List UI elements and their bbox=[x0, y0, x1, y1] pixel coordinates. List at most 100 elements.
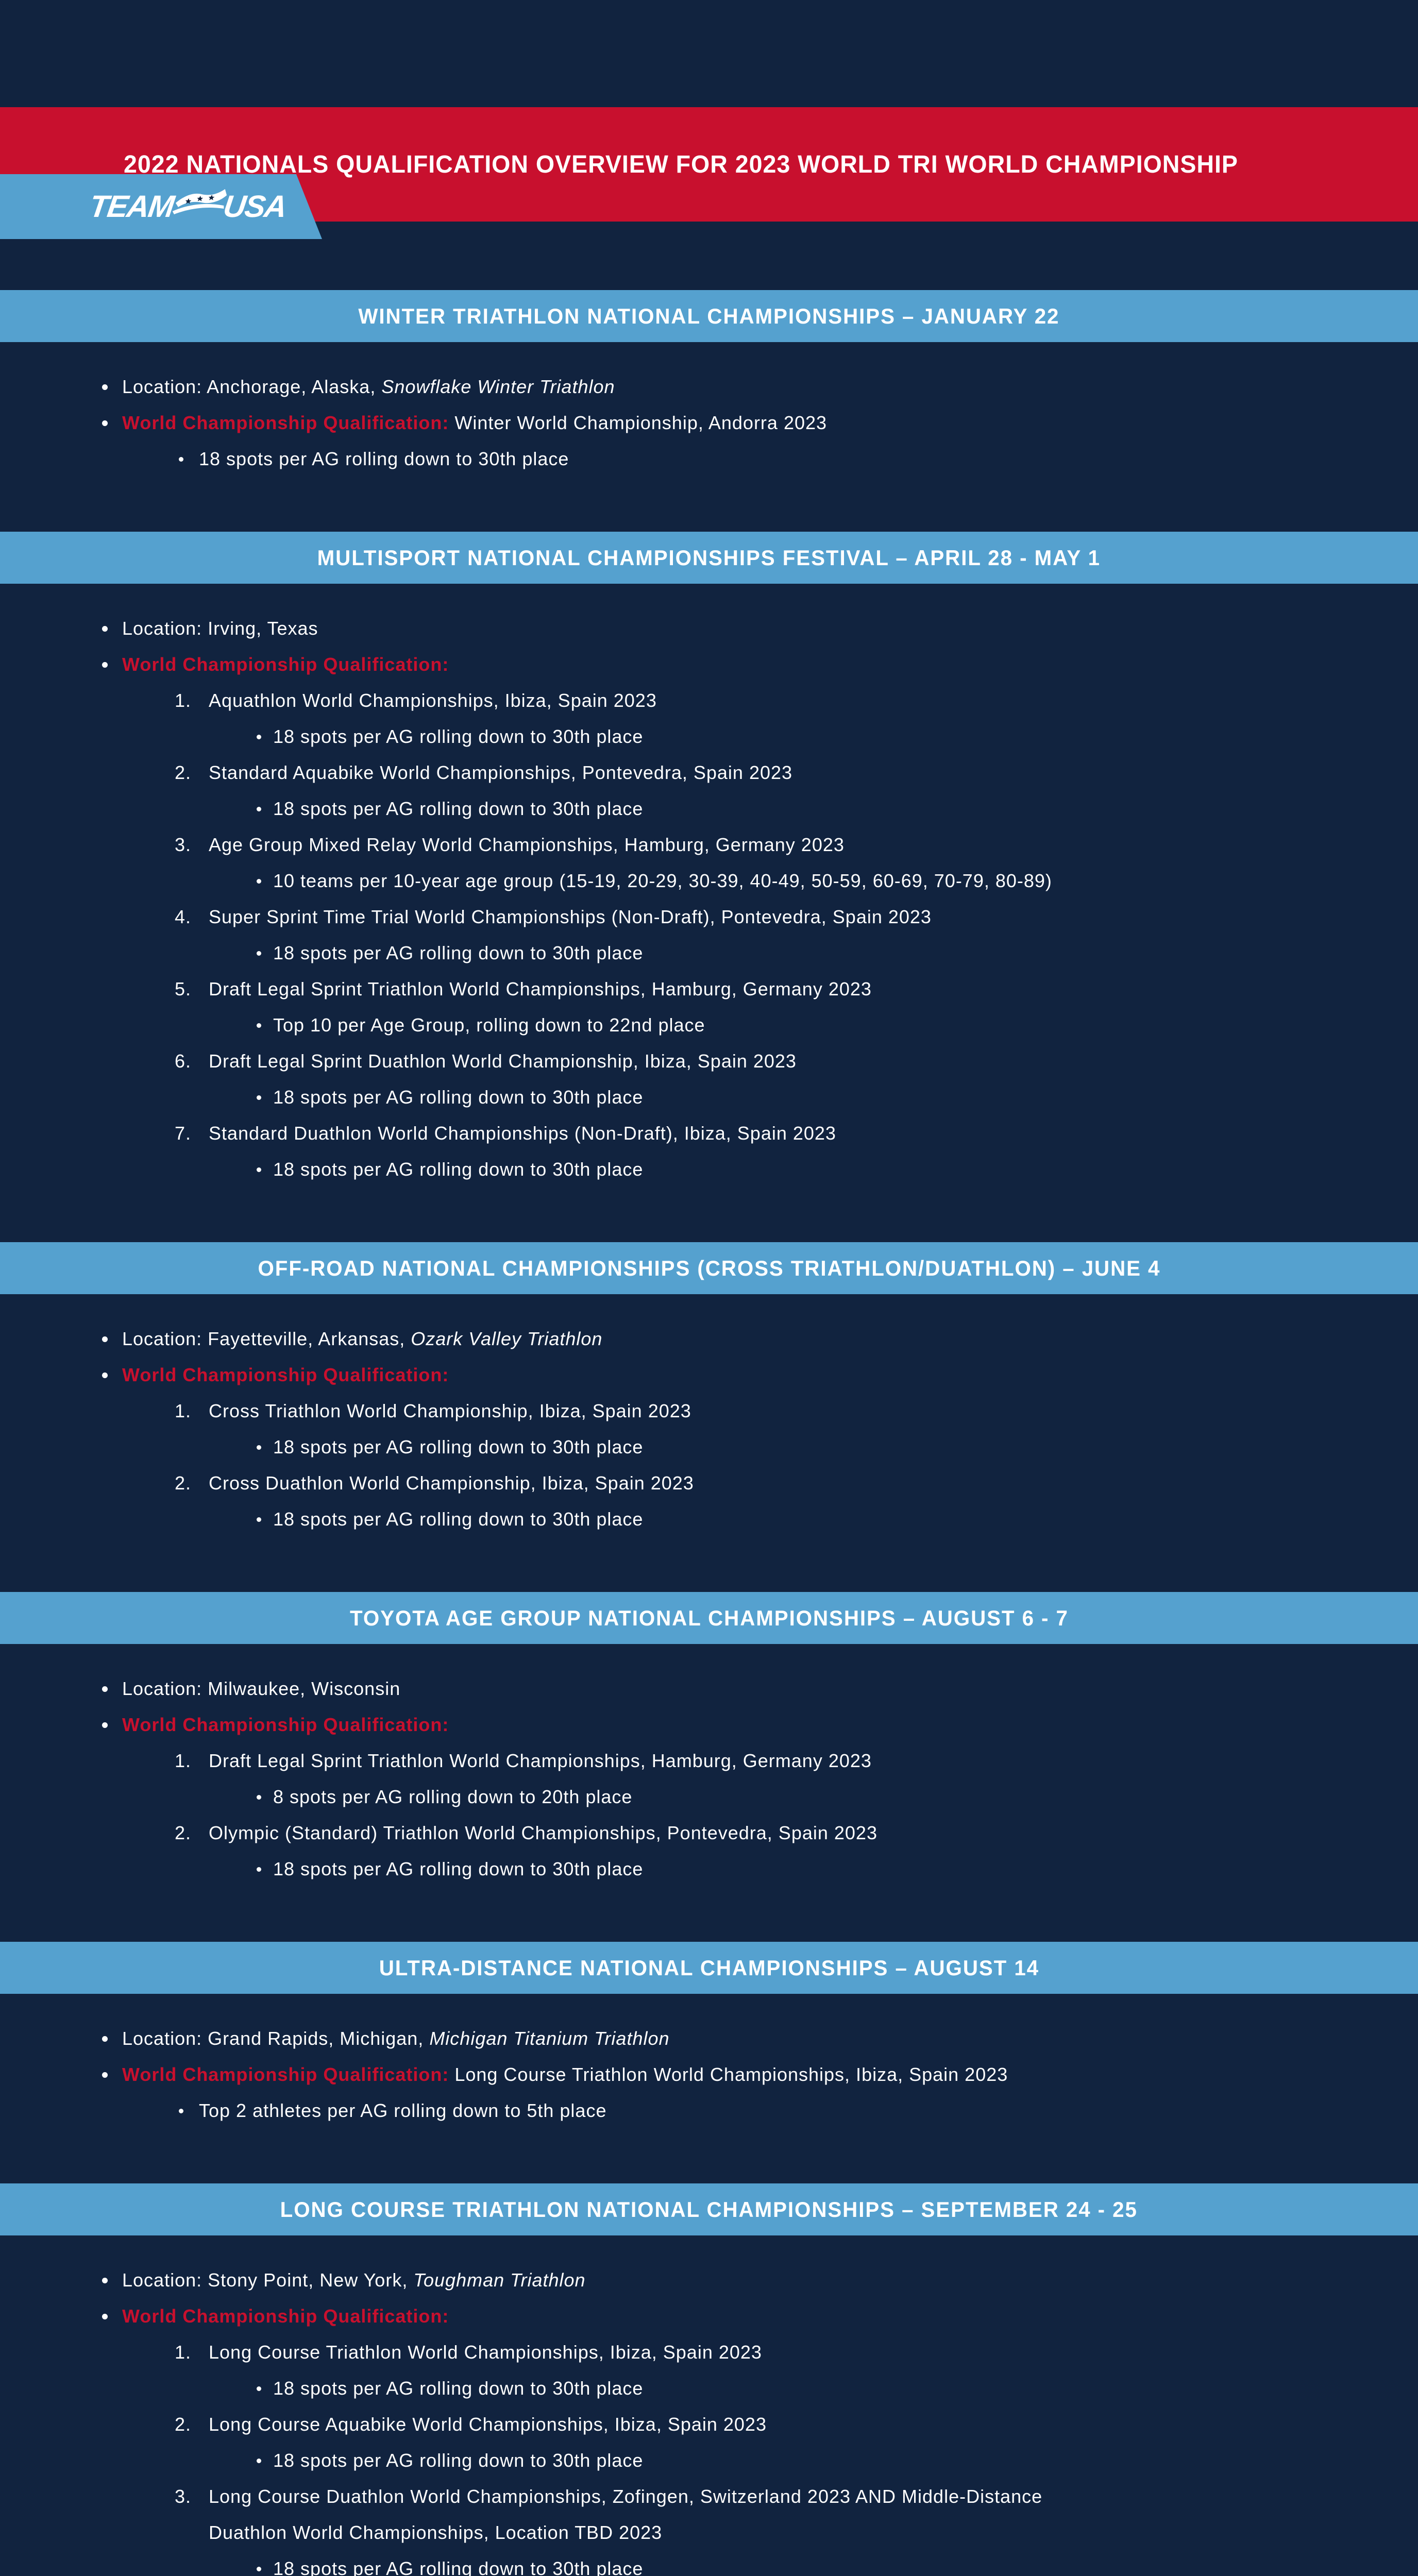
text-segment: Age Group Mixed Relay World Championship… bbox=[209, 834, 845, 855]
qualification-label: World Championship Qualification: bbox=[122, 2064, 449, 2085]
bullet-item: Location: Irving, Texas bbox=[0, 611, 1418, 647]
qualification-label: World Championship Qualification: bbox=[122, 412, 449, 433]
list-number: 3. bbox=[175, 834, 192, 855]
section-header-bar: MULTISPORT NATIONAL CHAMPIONSHIPS FESTIV… bbox=[0, 532, 1418, 584]
sub-bullet-item: 18 spots per AG rolling down to 30th pla… bbox=[0, 1501, 1418, 1537]
text-segment: Standard Duathlon World Championships (N… bbox=[209, 1123, 836, 1144]
list-number: 2. bbox=[175, 1472, 192, 1494]
section-content: Location: Fayetteville, Arkansas, Ozark … bbox=[0, 1321, 1418, 1537]
sub-bullet-item: 18 spots per AG rolling down to 30th pla… bbox=[0, 1851, 1418, 1887]
section: WINTER TRIATHLON NATIONAL CHAMPIONSHIPS … bbox=[0, 290, 1418, 477]
text-segment: Draft Legal Sprint Triathlon World Champ… bbox=[209, 978, 872, 999]
text-segment: 18 spots per AG rolling down to 30th pla… bbox=[273, 1858, 644, 1879]
sub-bullet-item: 8 spots per AG rolling down to 20th plac… bbox=[0, 1779, 1418, 1815]
bullet-item: World Championship Qualification: bbox=[0, 2298, 1418, 2334]
bullet-item: Location: Stony Point, New York, Toughma… bbox=[0, 2262, 1418, 2298]
text-segment: Long Course Duathlon World Championships… bbox=[209, 2486, 1043, 2507]
event-name-italic: Ozark Valley Triathlon bbox=[411, 1328, 603, 1349]
numbered-item: 2. Olympic (Standard) Triathlon World Cha… bbox=[0, 1815, 1418, 1851]
numbered-item: 2. Long Course Aquabike World Championshi… bbox=[0, 2406, 1418, 2443]
text-segment: Cross Triathlon World Championship, Ibiz… bbox=[209, 1400, 691, 1421]
text-segment: Location: Irving, Texas bbox=[122, 618, 318, 639]
section-title: WINTER TRIATHLON NATIONAL CHAMPIONSHIPS … bbox=[358, 303, 1060, 328]
list-number: 2. bbox=[175, 2414, 192, 2435]
numbered-item: 2. Cross Duathlon World Championship, Ibi… bbox=[0, 1465, 1418, 1501]
section-content: Location: Milwaukee, Wisconsin World Cham… bbox=[0, 1671, 1418, 1887]
text-segment: Aquathlon World Championships, Ibiza, Sp… bbox=[209, 690, 657, 711]
sub-bullet-item: 10 teams per 10-year age group (15-19, 2… bbox=[0, 863, 1418, 899]
text-segment: Location: Fayetteville, Arkansas, bbox=[122, 1328, 411, 1349]
text-segment: Top 10 per Age Group, rolling down to 22… bbox=[273, 1014, 705, 1036]
numbered-item: 1. Aquathlon World Championships, Ibiza, … bbox=[0, 683, 1418, 719]
bullet-item: Location: Grand Rapids, Michigan, Michig… bbox=[0, 2021, 1418, 2057]
text-segment: Location: Grand Rapids, Michigan, bbox=[122, 2028, 430, 2049]
list-number: 7. bbox=[175, 1123, 192, 1144]
list-number: 1. bbox=[175, 1400, 192, 1421]
text-segment: 18 spots per AG rolling down to 30th pla… bbox=[273, 726, 644, 747]
list-number: 1. bbox=[175, 2342, 192, 2363]
sub-bullet-item: 18 spots per AG rolling down to 30th pla… bbox=[0, 791, 1418, 827]
section: LONG COURSE TRIATHLON NATIONAL CHAMPIONS… bbox=[0, 2183, 1418, 2576]
sub-bullet-item: Top 10 per Age Group, rolling down to 22… bbox=[0, 1007, 1418, 1043]
sub-bullet-item: 18 spots per AG rolling down to 30th pla… bbox=[0, 2551, 1418, 2576]
sub-bullet-item: Top 2 athletes per AG rolling down to 5t… bbox=[0, 2093, 1418, 2129]
text-segment: Long Course Aquabike World Championships… bbox=[209, 2414, 767, 2435]
section-content: Location: Anchorage, Alaska, Snowflake W… bbox=[0, 369, 1418, 477]
logo-team-text: TEAM bbox=[87, 189, 176, 224]
section: ULTRA-DISTANCE NATIONAL CHAMPIONSHIPS – … bbox=[0, 1942, 1418, 2129]
section-content: Location: Grand Rapids, Michigan, Michig… bbox=[0, 2021, 1418, 2129]
event-name-italic: Michigan Titanium Triathlon bbox=[429, 2028, 670, 2049]
text-segment: 18 spots per AG rolling down to 30th pla… bbox=[273, 942, 644, 963]
section-title: LONG COURSE TRIATHLON NATIONAL CHAMPIONS… bbox=[280, 2197, 1138, 2222]
section-header-bar: LONG COURSE TRIATHLON NATIONAL CHAMPIONS… bbox=[0, 2183, 1418, 2235]
section: TOYOTA AGE GROUP NATIONAL CHAMPIONSHIPS … bbox=[0, 1592, 1418, 1887]
text-segment: 18 spots per AG rolling down to 30th pla… bbox=[273, 2558, 644, 2576]
section: MULTISPORT NATIONAL CHAMPIONSHIPS FESTIV… bbox=[0, 532, 1418, 1188]
numbered-item: 5. Draft Legal Sprint Triathlon World Cha… bbox=[0, 971, 1418, 1007]
section-content: Location: Stony Point, New York, Toughma… bbox=[0, 2262, 1418, 2576]
bullet-item: Location: Milwaukee, Wisconsin bbox=[0, 1671, 1418, 1707]
text-segment: 18 spots per AG rolling down to 30th pla… bbox=[273, 1509, 644, 1530]
sub-bullet-item: 18 spots per AG rolling down to 30th pla… bbox=[0, 1429, 1418, 1465]
numbered-item: 2. Standard Aquabike World Championships,… bbox=[0, 755, 1418, 791]
qualification-label: World Championship Qualification: bbox=[122, 1714, 449, 1735]
bullet-item: World Championship Qualification: Winter… bbox=[0, 405, 1418, 441]
text-segment: 10 teams per 10-year age group (15-19, 2… bbox=[273, 870, 1052, 891]
poster-page: { "brand": { "logo_team": "TEAM", "logo_… bbox=[0, 107, 1418, 2576]
text-segment: Standard Aquabike World Championships, P… bbox=[209, 762, 793, 783]
sub-bullet-item: 18 spots per AG rolling down to 30th pla… bbox=[0, 1151, 1418, 1188]
list-number: 4. bbox=[175, 906, 192, 927]
sections: WINTER TRIATHLON NATIONAL CHAMPIONSHIPS … bbox=[0, 290, 1418, 2576]
qualification-label: World Championship Qualification: bbox=[122, 1364, 449, 1385]
text-segment: Cross Duathlon World Championship, Ibiza… bbox=[209, 1472, 694, 1494]
bullet-item: World Championship Qualification: bbox=[0, 1707, 1418, 1743]
text-segment: Duathlon World Championships, Location T… bbox=[209, 2522, 663, 2543]
text-segment: Location: Stony Point, New York, bbox=[122, 2269, 414, 2291]
list-number: 1. bbox=[175, 1750, 192, 1771]
page-title: 2022 NATIONALS QUALIFICATION OVERVIEW FO… bbox=[124, 150, 1238, 178]
section-content: Location: Irving, Texas World Championshi… bbox=[0, 611, 1418, 1188]
numbered-item: 1. Draft Legal Sprint Triathlon World Cha… bbox=[0, 1743, 1418, 1779]
sub-bullet-item: 18 spots per AG rolling down to 30th pla… bbox=[0, 2370, 1418, 2406]
text-segment: 18 spots per AG rolling down to 30th pla… bbox=[273, 798, 644, 819]
numbered-item: 1. Long Course Triathlon World Championsh… bbox=[0, 2334, 1418, 2370]
text-segment: 18 spots per AG rolling down to 30th pla… bbox=[273, 1159, 644, 1180]
list-number: 2. bbox=[175, 1822, 192, 1843]
text-segment: Long Course Triathlon World Championship… bbox=[209, 2342, 762, 2363]
list-number: 3. bbox=[175, 2486, 192, 2507]
section-title: ULTRA-DISTANCE NATIONAL CHAMPIONSHIPS – … bbox=[379, 1955, 1039, 1980]
qualification-label: World Championship Qualification: bbox=[122, 654, 449, 675]
list-number: 1. bbox=[175, 690, 192, 711]
text-segment: Top 2 athletes per AG rolling down to 5t… bbox=[199, 2100, 607, 2121]
text-segment: Winter World Championship, Andorra 2023 bbox=[449, 412, 828, 433]
team-usa-logo: TEAM USA bbox=[86, 181, 289, 232]
team-usa-logo-plate: TEAM USA bbox=[0, 174, 322, 239]
section-title: MULTISPORT NATIONAL CHAMPIONSHIPS FESTIV… bbox=[317, 545, 1101, 570]
bullet-item: World Championship Qualification: bbox=[0, 1357, 1418, 1393]
text-segment: 18 spots per AG rolling down to 30th pla… bbox=[273, 1436, 644, 1458]
numbered-item: 3. Age Group Mixed Relay World Championsh… bbox=[0, 827, 1418, 863]
text-segment: 18 spots per AG rolling down to 30th pla… bbox=[273, 1087, 644, 1108]
text-segment: Location: Anchorage, Alaska, bbox=[122, 376, 382, 397]
bullet-item: World Championship Qualification: Long C… bbox=[0, 2057, 1418, 2093]
section-header-bar: OFF-ROAD NATIONAL CHAMPIONSHIPS (CROSS T… bbox=[0, 1242, 1418, 1294]
